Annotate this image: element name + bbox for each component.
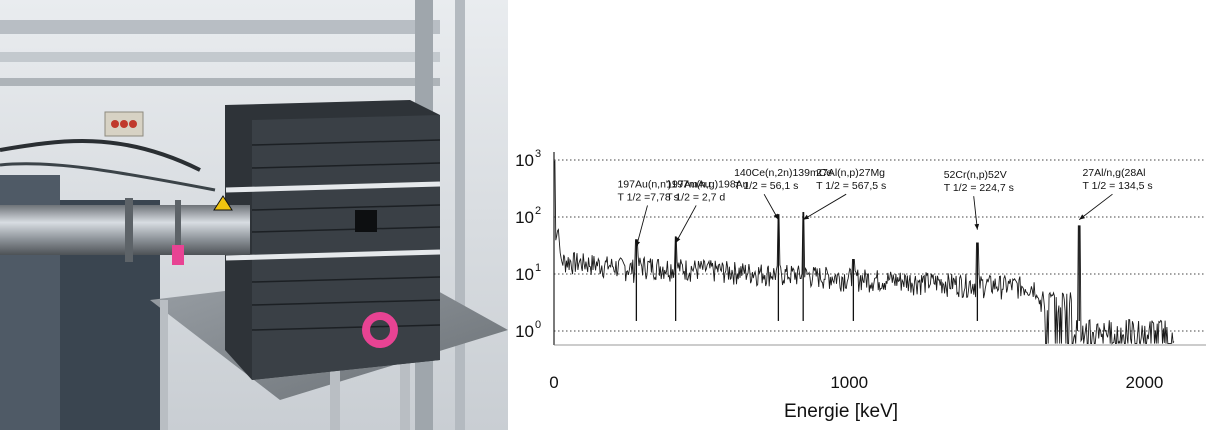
- y-tick-exponent: 0: [535, 319, 541, 331]
- experimental-setup-photo: [0, 0, 508, 430]
- x-tick-label: 0: [549, 373, 558, 392]
- annotation-halflife-0: T 1/2 =7,78 s: [617, 191, 678, 203]
- annotation-halflife-3: T 1/2 = 567,5 s: [816, 180, 886, 192]
- y-tick-label: 10: [515, 265, 534, 284]
- x-tick-labels: 0 1000 2000: [549, 373, 1163, 392]
- x-tick-label: 1000: [830, 373, 868, 392]
- annotation-arrowhead-4: [974, 223, 980, 230]
- annotation-arrow-4: [973, 196, 978, 230]
- y-tick-label: 10: [515, 322, 534, 341]
- annotation-reaction-5: 27Al/n,g(28Al: [1082, 167, 1145, 179]
- x-axis-label: Energie [keV]: [784, 401, 898, 422]
- annotation-reaction-4: 52Cr(n,p)52V: [944, 169, 1007, 181]
- neutron-generator-tube: [0, 195, 250, 262]
- annotation-reaction-3: 27Al(n,p)27Mg: [816, 167, 885, 179]
- annotation-arrowhead-3: [803, 214, 810, 220]
- annotation-arrowhead-2: [773, 213, 779, 220]
- annotation-reaction-0: 197Au(n,n')197mAu: [617, 178, 710, 190]
- annotation-arrow-0: [635, 205, 648, 247]
- y-tick-exponent: 1: [535, 262, 541, 274]
- annotation-arrow-3: [802, 193, 847, 220]
- grid-lines: [554, 159, 1206, 332]
- annotation-reaction-2: 140Ce(n,2n)139mCe: [734, 167, 832, 179]
- y-tick-label: 10: [515, 151, 534, 170]
- shielding-block: [225, 100, 441, 380]
- y-tick-label: 10: [515, 208, 534, 227]
- annotation-arrowhead-1: [675, 237, 681, 243]
- annotation-arrow-1: [675, 205, 697, 244]
- annotation-halflife-1: T 1/2 = 2,7 d: [666, 191, 725, 203]
- x-tick-label: 2000: [1126, 373, 1164, 392]
- annotation-arrowhead-0: [635, 240, 641, 247]
- y-tick-exponent: 3: [535, 148, 541, 160]
- annotation-reaction-1: 197Au(n,g)198Au: [666, 178, 748, 190]
- axes: [553, 152, 1206, 346]
- y-tick-exponent: 2: [535, 205, 541, 217]
- annotation-halflife-5: T 1/2 = 134,5 s: [1082, 180, 1152, 192]
- spectrum-series-line: [553, 159, 1175, 345]
- annotation-halflife-2: T 1/2 = 56,1 s: [734, 180, 798, 192]
- annotation-halflife-4: T 1/2 = 224,7 s: [944, 182, 1014, 194]
- annotation-arrow-5: [1078, 193, 1113, 220]
- annotation-arrowhead-5: [1079, 214, 1086, 220]
